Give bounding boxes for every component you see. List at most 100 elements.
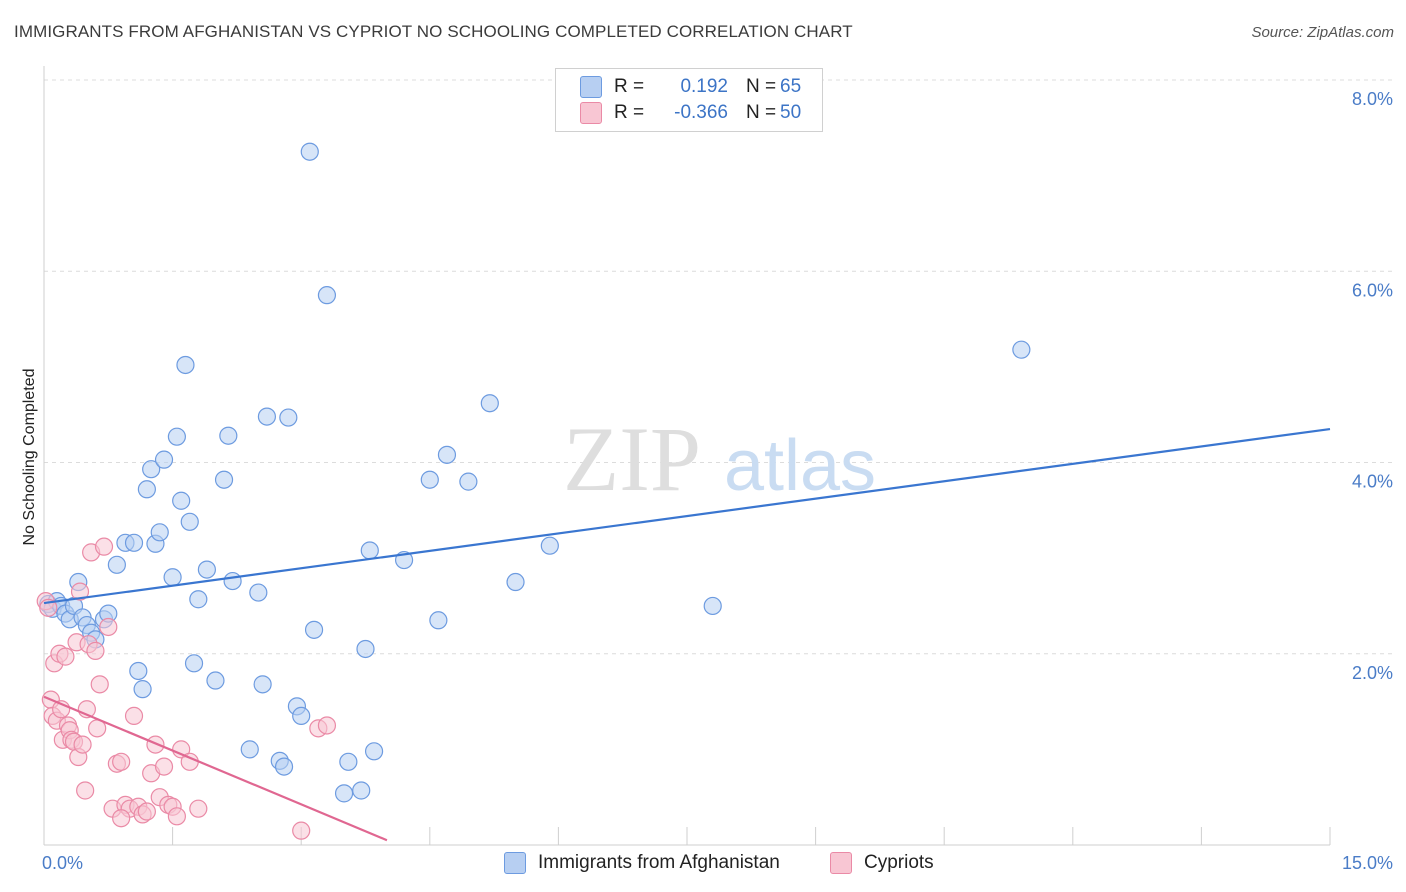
- cypriots-point-37: [146, 735, 165, 754]
- afghanistan-point-37: [249, 583, 268, 602]
- legend-r-value: 0.192: [680, 76, 728, 97]
- legend-n-value: 65: [780, 76, 802, 97]
- gridlines: [44, 79, 1392, 655]
- afghanistan-point-38: [253, 675, 272, 694]
- series-legend: Immigrants from Afghanistan Cypriots: [0, 852, 1406, 878]
- legend-item-cypriots: Cypriots: [830, 852, 934, 874]
- afghanistan-point-25: [167, 427, 186, 446]
- afghanistan-point-44: [292, 706, 311, 726]
- trend-line-cypriots: [43, 695, 388, 842]
- afghanistan-point-47: [317, 286, 337, 305]
- afghanistan-point-46: [304, 620, 324, 639]
- legend-swatch-pink: [830, 852, 852, 874]
- cypriots-point-9: [56, 647, 75, 666]
- source-label: Source: ZipAtlas.com: [1251, 24, 1394, 41]
- afghanistan-point-22: [150, 523, 169, 542]
- legend-row-cypriots: R = -0.366 N = 50: [580, 101, 801, 125]
- legend-swatch-blue: [504, 852, 526, 874]
- y-tick-label-3: 8.0%: [1352, 89, 1393, 109]
- y-tick-label-1: 4.0%: [1352, 472, 1393, 492]
- cypriots-point-22: [86, 641, 105, 660]
- legend-swatch-blue: [580, 76, 602, 98]
- cypriots-point-29: [112, 752, 131, 771]
- x-tick-label-0: 0.0%: [42, 853, 83, 873]
- watermark: ZIP atlas: [563, 408, 876, 510]
- cypriots-point-24: [90, 675, 109, 694]
- afghanistan-point-41: [274, 757, 294, 776]
- y-tick-label-2: 6.0%: [1352, 280, 1393, 300]
- cypriots-point-25: [94, 537, 114, 556]
- afghanistan-point-58: [459, 472, 478, 491]
- series-afghanistan-points: [39, 142, 1031, 803]
- afghanistan-point-53: [364, 742, 384, 761]
- afghanistan-point-57: [437, 445, 457, 464]
- afghanistan-point-33: [214, 470, 234, 489]
- afghanistan-point-26: [172, 491, 191, 510]
- afghanistan-point-30: [189, 590, 208, 609]
- legend-n-value: 50: [780, 102, 802, 123]
- x-tick-label-1: 15.0%: [1342, 853, 1393, 873]
- afghanistan-point-29: [184, 654, 204, 673]
- legend-n-label: N =: [746, 76, 777, 97]
- legend-label-cypriots: Cypriots: [864, 852, 934, 873]
- afghanistan-point-27: [176, 355, 195, 375]
- cypriots-point-16: [70, 582, 90, 601]
- legend-r-value: -0.366: [674, 102, 728, 123]
- cypriots-point-46: [292, 821, 311, 840]
- series-cypriots-points: [36, 537, 337, 840]
- cypriots-point-1: [39, 598, 58, 617]
- legend-n-label: N =: [746, 102, 777, 123]
- cypriots-point-26: [99, 617, 118, 637]
- afghanistan-point-24: [163, 568, 182, 587]
- cypriots-point-17: [73, 735, 92, 754]
- afghanistan-point-51: [356, 639, 375, 659]
- cypriots-point-18: [76, 781, 95, 800]
- afghanistan-point-36: [240, 740, 259, 759]
- afghanistan-point-48: [334, 784, 354, 803]
- cypriots-point-39: [154, 757, 174, 776]
- cypriots-point-35: [137, 802, 156, 821]
- afghanistan-point-55: [420, 470, 439, 489]
- legend-r-label: R =: [614, 76, 645, 97]
- afghanistan-point-39: [257, 407, 277, 426]
- afghanistan-point-50: [352, 781, 371, 800]
- afghanistan-point-34: [219, 426, 238, 445]
- afghanistan-point-61: [540, 536, 559, 555]
- cypriots-point-32: [124, 706, 144, 726]
- afghanistan-point-56: [429, 611, 448, 630]
- y-tick-label-0: 2.0%: [1352, 663, 1393, 683]
- legend-label-afghanistan: Immigrants from Afghanistan: [538, 852, 780, 873]
- legend-row-afghanistan: R = 0.192 N = 65: [580, 75, 801, 99]
- stats-legend: R = 0.192 N = 65 R = -0.366 N = 50: [555, 68, 823, 132]
- cypriots-point-49: [112, 809, 131, 828]
- afghanistan-point-14: [107, 555, 126, 574]
- trend-line-afghanistan: [43, 427, 1331, 605]
- chart-title: IMMIGRANTS FROM AFGHANISTAN VS CYPRIOT N…: [14, 22, 853, 41]
- afghanistan-point-16: [124, 533, 144, 552]
- watermark-atlas: atlas: [724, 426, 876, 506]
- afghanistan-point-60: [506, 572, 525, 592]
- trend-lines: [43, 427, 1331, 842]
- legend-swatch-pink: [580, 102, 602, 124]
- afghanistan-point-17: [129, 661, 148, 681]
- cypriots-point-48: [317, 716, 337, 735]
- afghanistan-point-42: [279, 408, 298, 427]
- watermark-zip: ZIP: [563, 408, 701, 510]
- afghanistan-point-59: [480, 394, 499, 413]
- tick-labels: 2.0% 4.0% 6.0% 8.0% 0.0% 15.0%: [42, 89, 1393, 873]
- afghanistan-point-28: [180, 512, 199, 531]
- afghanistan-point-32: [206, 671, 225, 690]
- afghanistan-point-23: [154, 450, 174, 469]
- cypriots-point-43: [172, 740, 191, 759]
- afghanistan-point-63: [1012, 340, 1031, 359]
- legend-item-afghanistan: Immigrants from Afghanistan: [504, 852, 780, 874]
- afghanistan-point-52: [360, 541, 379, 560]
- afghanistan-point-20: [142, 460, 161, 479]
- afghanistan-point-62: [703, 596, 722, 616]
- legend-r-label: R =: [614, 102, 645, 123]
- cypriots-point-42: [167, 807, 186, 826]
- afghanistan-point-35: [223, 571, 242, 591]
- afghanistan-point-49: [339, 752, 358, 771]
- afghanistan-point-18: [133, 680, 152, 699]
